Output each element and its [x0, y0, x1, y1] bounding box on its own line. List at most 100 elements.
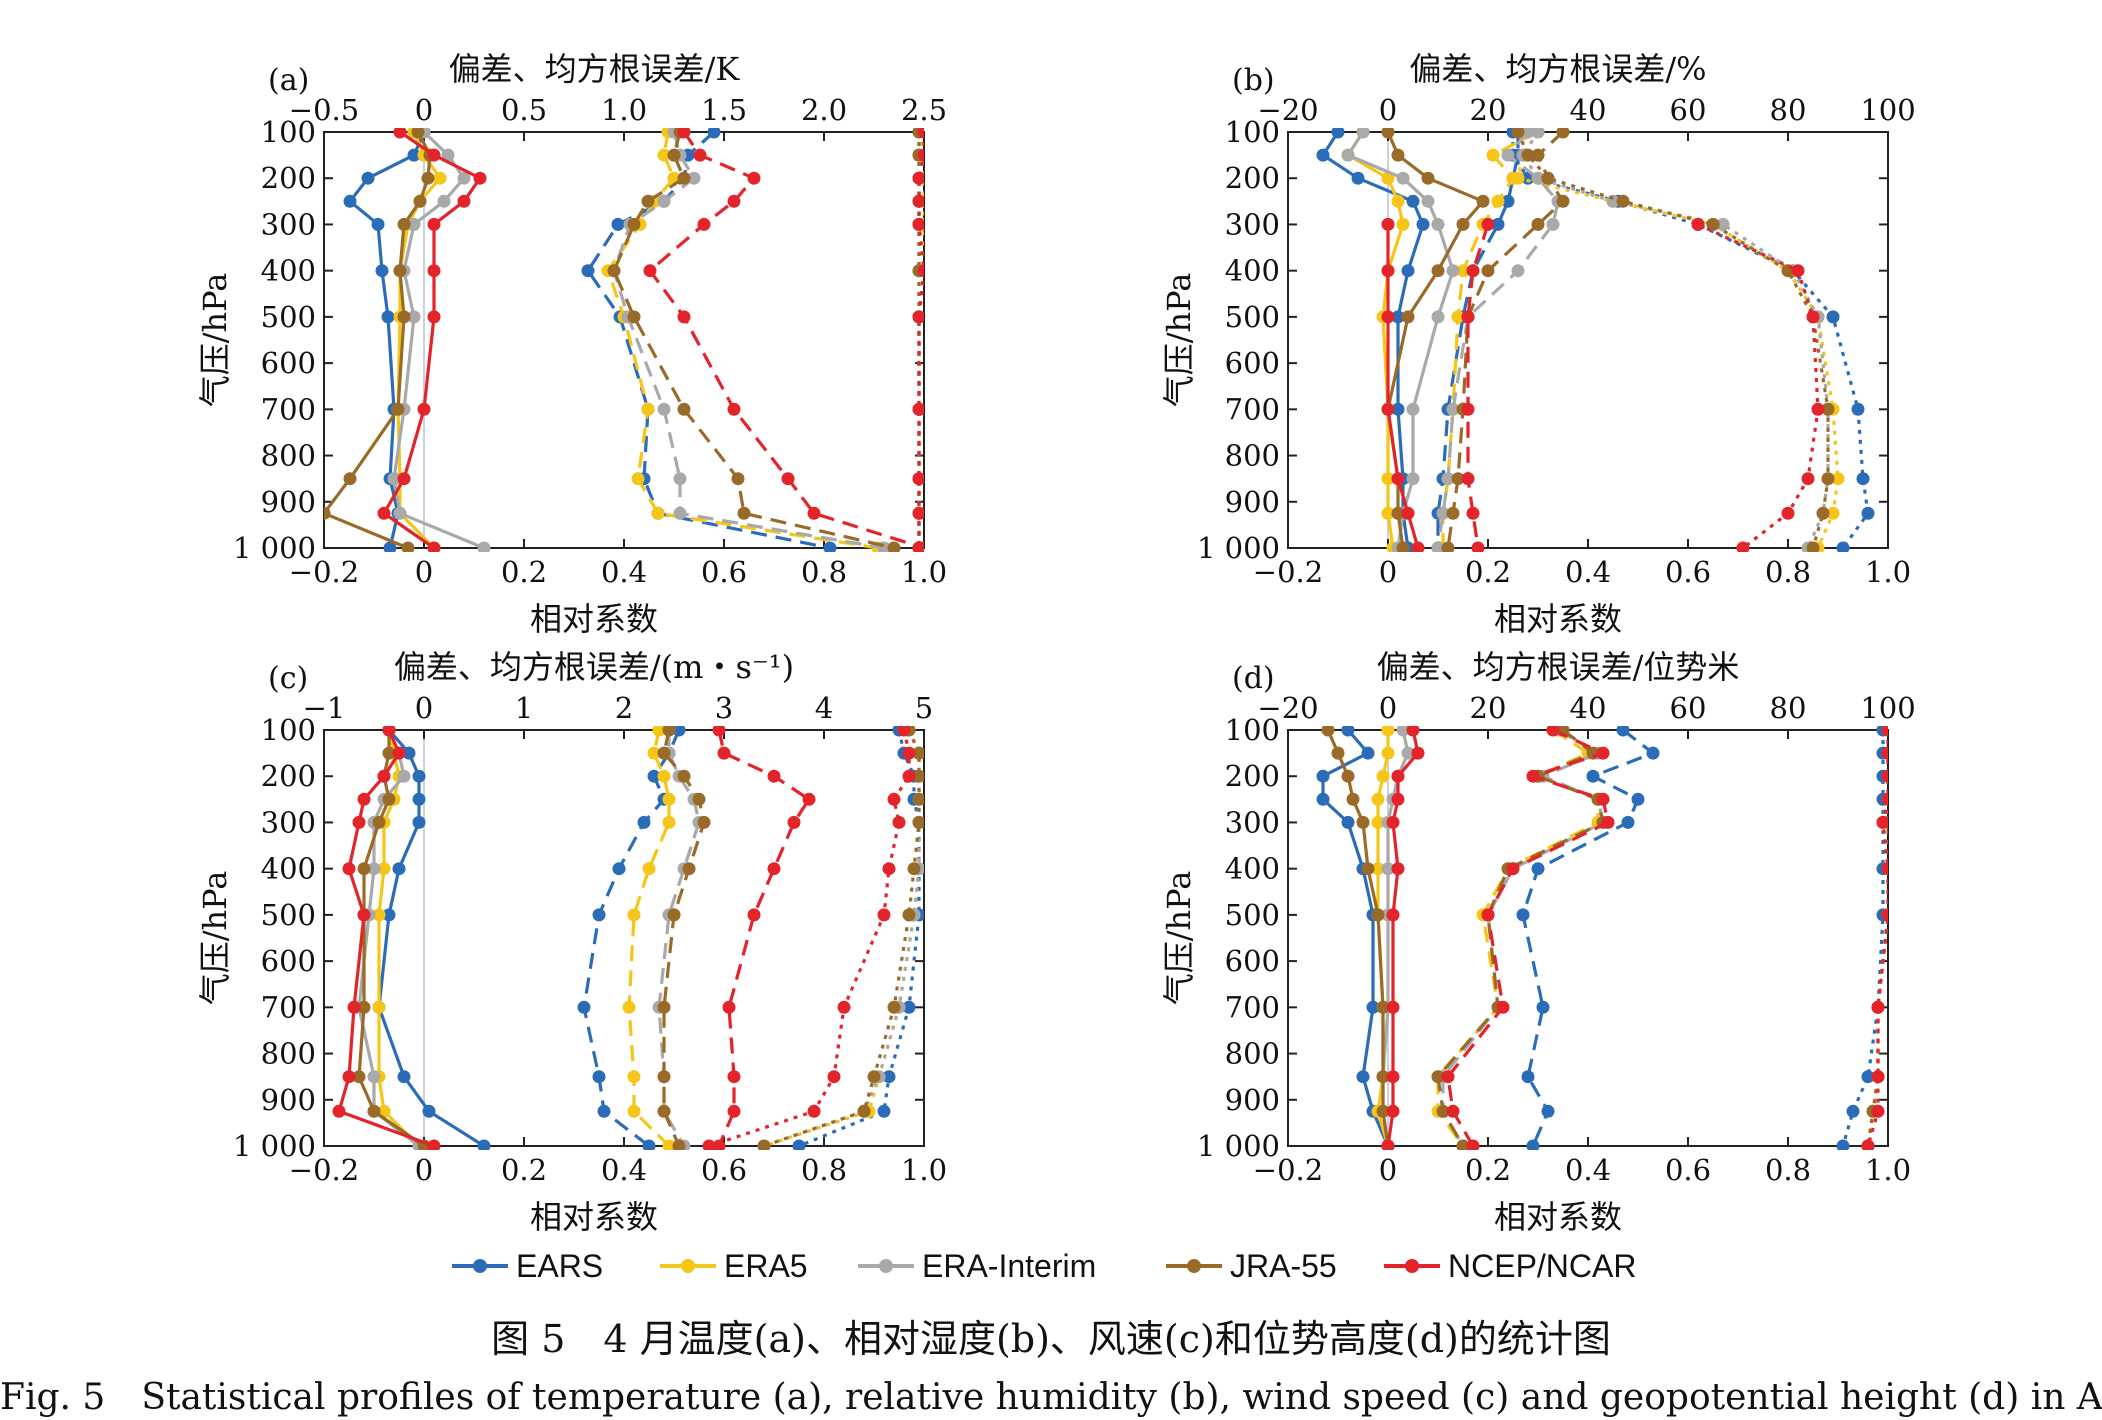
- series-ncep-ncar-corr-point: [917, 148, 924, 162]
- series-ears-bias-point: [1366, 1000, 1380, 1014]
- series-jra-55-rmse-point: [1431, 1070, 1445, 1084]
- series-jra-55-rmse-point: [682, 862, 696, 876]
- series-ncep-ncar-rmse-point: [727, 1104, 741, 1118]
- series-ears-rmse-point: [1621, 815, 1635, 829]
- legend-label: EARS: [516, 1248, 603, 1284]
- series-ears-rmse-line: [1521, 728, 1655, 1147]
- series-era-interim-bias-point: [1341, 148, 1355, 162]
- series-jra-55-rmse-point: [737, 506, 751, 520]
- x-top-tick-label: 3: [715, 691, 733, 725]
- y-tick-label: 100: [1225, 713, 1280, 747]
- y-tick-label: 900: [261, 485, 316, 519]
- series-jra-55-rmse-point: [607, 264, 621, 278]
- series-ears-bias-point: [1361, 746, 1375, 760]
- series-ears-bias-point: [375, 264, 389, 278]
- series-era-interim-bias-line: [1381, 729, 1410, 1147]
- figure-caption-en: Fig. 5 Statistical profiles of temperatu…: [0, 1377, 2102, 1418]
- series-ncep-ncar-rmse-point: [1466, 264, 1480, 278]
- x-bottom-tick-label: 0: [1379, 1153, 1397, 1187]
- series-era-interim-rmse-point: [673, 472, 687, 486]
- series-jra-55-rmse-point: [1451, 472, 1465, 486]
- series-era-interim-bias-point: [1421, 194, 1435, 208]
- series-ncep-ncar-bias-point: [473, 171, 487, 185]
- x-top-axis-label: 偏差、均方根误差/位势米: [1377, 648, 1740, 686]
- series-ears-bias-point: [1391, 402, 1405, 416]
- y-tick-label: 100: [261, 115, 316, 149]
- x-top-tick-label: 60: [1670, 93, 1707, 127]
- series-jra-55-bias-point: [1396, 541, 1410, 552]
- series-ncep-ncar-bias-point: [1381, 310, 1395, 324]
- series-jra-55-bias-point: [343, 472, 357, 486]
- series-ncep-ncar-corr-point: [912, 506, 924, 520]
- series-ears-bias-point: [412, 769, 426, 783]
- series-jra-55-bias-point: [1431, 264, 1445, 278]
- series-era5-corr-line: [1516, 131, 1840, 549]
- series-ncep-ncar-corr-point: [1871, 1070, 1885, 1084]
- series-era5-bias-point: [377, 862, 391, 876]
- legend-label: ERA5: [724, 1248, 808, 1284]
- series-ncep-ncar-corr-point: [912, 402, 924, 416]
- series-jra-55-bias-point: [357, 862, 371, 876]
- series-jra-55-bias-point: [367, 1104, 381, 1118]
- legend-marker: [1187, 1259, 1201, 1273]
- series-ncep-ncar-rmse-point: [1466, 506, 1480, 520]
- series-ears-bias-point: [407, 148, 421, 162]
- series-jra-55-corr-line: [1866, 730, 1888, 1147]
- series-ears-bias-point: [381, 310, 395, 324]
- y-tick-label: 500: [1225, 300, 1280, 334]
- series-era-interim-rmse-point: [1446, 402, 1460, 416]
- legend-entry-jra-55: JRA-55: [1166, 1248, 1337, 1284]
- series-ncep-ncar-bias-point: [1391, 472, 1405, 486]
- series-ncep-ncar-bias-line: [1386, 729, 1420, 1147]
- series-ears-bias-point: [412, 792, 426, 806]
- series-ncep-ncar-corr-point: [1811, 402, 1825, 416]
- series-ears-corr-point: [1856, 472, 1870, 486]
- series-jra-55-bias-point: [1401, 310, 1415, 324]
- series-ncep-ncar-rmse-point: [1596, 792, 1610, 806]
- series-jra-55-bias-point: [1376, 1104, 1390, 1118]
- series-jra-55-rmse-point: [692, 792, 706, 806]
- series-ncep-ncar-rmse-point: [693, 148, 707, 162]
- series-ncep-ncar-rmse-point: [747, 171, 761, 185]
- y-tick-label: 1 000: [1197, 531, 1280, 565]
- x-top-tick-label: 5: [915, 691, 933, 725]
- series-jra-55-rmse-point: [1446, 506, 1460, 520]
- y-tick-label: 500: [1225, 898, 1280, 932]
- x-top-tick-label: −20: [1257, 691, 1318, 725]
- series-jra-55-rmse-point: [667, 148, 681, 162]
- series-ncep-ncar-corr-point: [1881, 908, 1888, 922]
- y-tick-label: 100: [1225, 115, 1280, 149]
- series-jra-55-bias-point: [1421, 171, 1435, 185]
- series-ncep-ncar-corr-point: [887, 792, 901, 806]
- x-bottom-tick-label: 0.6: [1665, 1153, 1711, 1187]
- series-ears-rmse-point: [707, 128, 721, 139]
- series-era5-bias-point: [1376, 769, 1390, 783]
- series-jra-55-bias-line: [324, 131, 432, 550]
- series-ncep-ncar-corr-point: [917, 264, 924, 278]
- series-ncep-ncar-rmse-point: [1481, 217, 1495, 231]
- series-ncep-ncar-corr-point: [912, 194, 924, 208]
- series-ncep-ncar-corr-point: [912, 472, 924, 486]
- series-ncep-ncar-corr-point: [1801, 472, 1815, 486]
- legend-entry-era-interim: ERA-Interim: [858, 1248, 1096, 1284]
- series-era5-rmse-point: [642, 862, 656, 876]
- series-ears-bias-point: [343, 194, 357, 208]
- panel-1: 100 200 300 400 500 600 700 800 900 1 000 −0.5 0 0.5…: [196, 50, 947, 638]
- series-ncep-ncar-bias-point: [1401, 506, 1415, 520]
- series-ncep-ncar-corr-point: [1861, 1139, 1875, 1150]
- series-era-interim-rmse-point: [687, 171, 701, 185]
- series-ears-corr-point: [1851, 402, 1865, 416]
- series-jra-55-corr-point: [857, 1104, 871, 1118]
- x-top-axis-label: 偏差、均方根误差/K: [449, 50, 741, 88]
- series-jra-55-corr-point: [912, 746, 924, 760]
- series-era-interim-bias-point: [407, 310, 421, 324]
- series-ears-corr-line: [798, 729, 921, 1148]
- series-ncep-ncar-rmse-point: [1446, 1104, 1460, 1118]
- series-ncep-ncar-rmse-point: [643, 264, 657, 278]
- y-tick-label: 700: [1225, 392, 1280, 426]
- legend-marker: [879, 1259, 893, 1273]
- y-tick-label: 1 000: [233, 1129, 316, 1163]
- series-jra-55-bias-point: [1341, 769, 1355, 783]
- series-ncep-ncar-corr-point: [837, 1000, 851, 1014]
- series-ncep-ncar-bias-point: [1406, 726, 1420, 737]
